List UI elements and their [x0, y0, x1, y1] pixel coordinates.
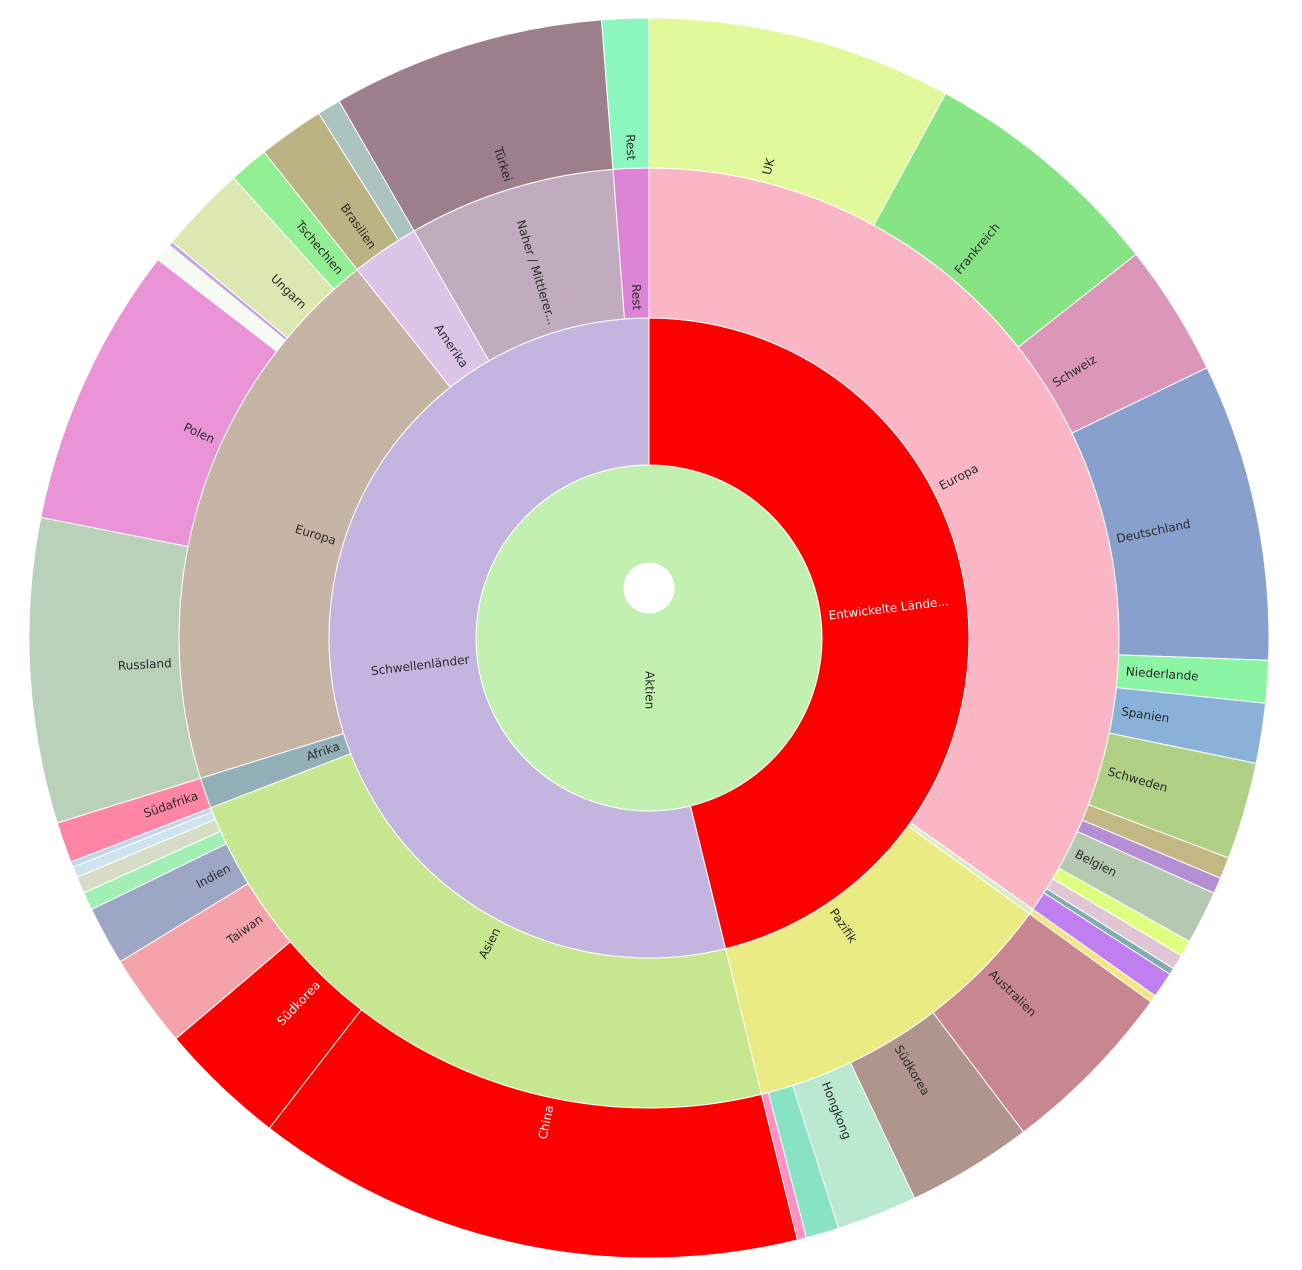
sector-rest[interactable]	[600, 17, 650, 170]
label-aktien: Aktien	[643, 671, 657, 709]
sector-russland[interactable]	[28, 516, 202, 824]
label-china: China	[536, 1104, 557, 1140]
label-russland: Russland	[118, 656, 173, 673]
label-rest: Rest	[623, 134, 638, 161]
sectors-layer	[28, 17, 1270, 1259]
sector-aktien[interactable]	[475, 464, 823, 812]
label-uk: UK	[760, 156, 778, 177]
label-niederlande: Niederlande	[1125, 664, 1199, 683]
label-rest: Rest	[629, 284, 644, 311]
